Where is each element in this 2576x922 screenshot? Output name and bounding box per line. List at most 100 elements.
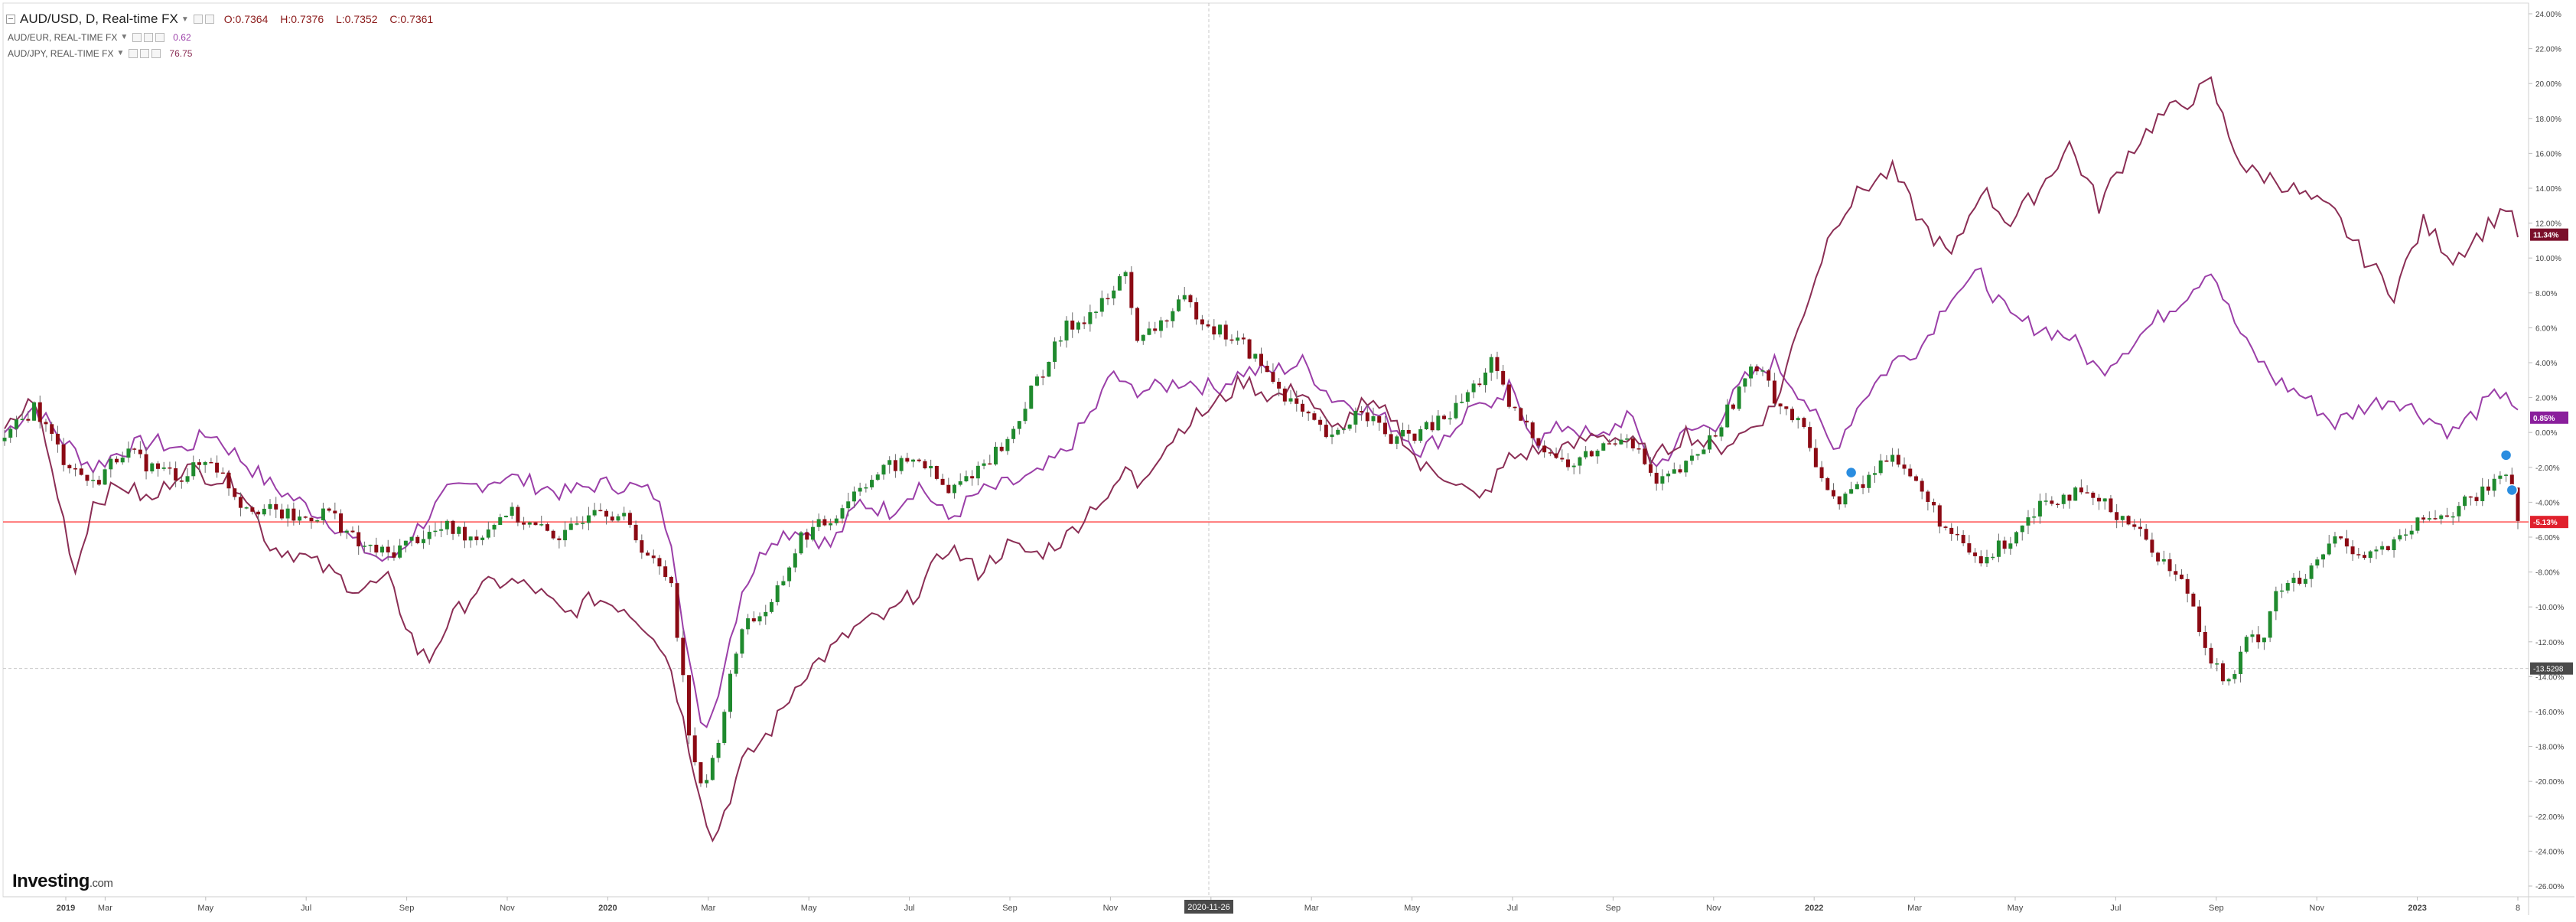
candle-body [1040,376,1045,378]
chart-legend: AUD/USD, D, Real-time FX ▼ O:0.7364 H:0.… [6,9,442,61]
candle-body [751,618,756,622]
candle-body [592,510,597,516]
collapse-legend-icon[interactable] [6,15,15,24]
event-marker-icon[interactable] [1845,466,1858,479]
x-tick-label: Jul [2110,904,2121,913]
series-aud-jpy [4,76,2519,843]
x-tick-label: 2022 [1805,904,1823,913]
x-tick-label: Mar [1304,904,1319,913]
candle-body [2268,611,2272,638]
candle-body [1277,381,1281,389]
candle-body [834,518,839,523]
candle-body [1442,415,1447,419]
x-tick-label: Jul [1507,904,1518,913]
candle-body [2197,606,2202,632]
candle-body [1347,424,1352,429]
candle-body [333,510,337,514]
candle-body [1058,340,1063,342]
event-marker-icon[interactable] [2499,449,2512,461]
series-line-aud-jpy [4,76,2519,843]
candle-body [474,536,479,540]
candle-body [298,516,302,521]
hide-button[interactable] [140,48,150,58]
candle-body [132,448,137,450]
candle-body [2161,559,2166,562]
candle-body [2020,525,2024,533]
crosshair-y-badge [2530,662,2573,675]
settings-button[interactable] [132,32,142,42]
candle-body [1200,319,1204,324]
candle-body [2274,591,2278,611]
candle-body [1112,290,1116,299]
candle-body [422,539,425,543]
candle-body [2374,549,2379,552]
candle-body [1808,427,1812,448]
candle-body [309,517,314,522]
candle-body [533,522,538,526]
y-tick-label: -8.00% [2535,569,2560,578]
y-axis[interactable]: 24.00% 22.00% 20.00% 18.00% 16.00% 14.00% 12.0… [2529,11,2573,891]
y-tick-label: -18.00% [2535,744,2564,752]
candle-body [1365,412,1369,422]
y-tick-label: 2.00% [2535,395,2557,403]
low-value: L:0.7352 [336,13,378,25]
x-tick-label: 2023 [2408,904,2426,913]
candle-body [923,461,927,469]
x-axis[interactable]: 2019 Mar May Jul Sep Nov 2020 Mar May Jul Sep Nov 20… [57,897,2520,914]
compare-symbol-label[interactable]: AUD/EUR, REAL-TIME FX [8,31,118,43]
remove-button[interactable] [151,48,161,58]
x-tick-label: Nov [1103,904,1119,913]
candle-body [2156,552,2161,562]
remove-button[interactable] [155,32,165,42]
candle-body [486,529,490,538]
y-tick-label: -12.00% [2535,639,2564,647]
candle-body [451,520,455,534]
settings-button[interactable] [129,48,138,58]
candle-body [2498,475,2503,479]
settings-button[interactable] [193,15,203,24]
chevron-down-icon[interactable]: ▼ [120,33,129,41]
candle-body [1666,473,1671,477]
candle-body [1454,402,1458,419]
candle-body [2056,503,2060,506]
candle-body [398,545,402,558]
candle-body [2262,637,2266,643]
candle-body [982,463,986,466]
chevron-down-icon[interactable]: ▼ [116,49,125,57]
candle-body [1330,434,1334,438]
candle-body [1955,533,1959,536]
candle-body [2138,526,2142,529]
close-value: C:0.7361 [389,13,434,25]
candle-body [1767,370,1771,381]
candle-body [2457,506,2461,516]
candle-body [829,523,833,526]
candle-body [2250,634,2255,637]
candle-body [144,454,148,472]
hide-button[interactable] [144,32,154,42]
chevron-down-icon[interactable]: ▼ [181,15,189,24]
brand-suffix: .com [89,877,113,890]
candle-body [2280,590,2285,592]
y-tick-label: 24.00% [2535,11,2561,19]
main-symbol-label[interactable]: AUD/USD, D, Real-time FX [20,11,178,26]
candle-body [256,511,261,515]
candle-body [2179,574,2184,579]
candle-body [1424,422,1428,429]
candle-body [1064,320,1069,340]
candle-body [2032,516,2037,518]
event-markers[interactable] [1845,449,2519,497]
candle-body [970,476,975,479]
candle-body [2008,543,2013,549]
candle-body [1731,404,1735,409]
event-marker-icon[interactable] [2506,484,2519,497]
candle-body [1506,384,1511,407]
candle-body [1967,543,1972,553]
compare-symbol-label[interactable]: AUD/JPY, REAL-TIME FX [8,47,114,59]
candle-body [551,530,555,539]
candle-body [1489,357,1493,373]
hide-button[interactable] [204,15,214,24]
candle-body [775,585,780,602]
candle-body [1023,409,1027,422]
